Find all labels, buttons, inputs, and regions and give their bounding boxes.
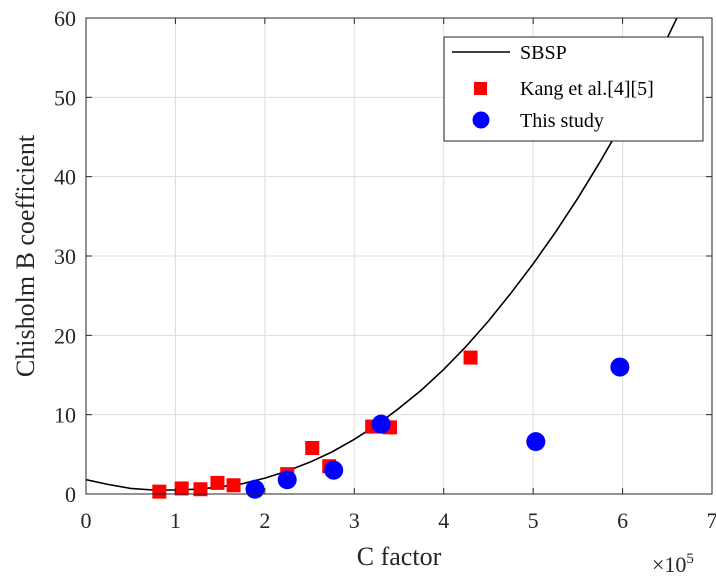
- x-exponent-power: 5: [686, 551, 694, 567]
- legend-swatch-kang: [474, 82, 487, 95]
- x-exponent: ×105: [652, 551, 694, 577]
- legend-label-sbsp: SBSP: [520, 42, 567, 64]
- x-tick-label: 7: [707, 508, 716, 533]
- x-tick-label: 3: [349, 508, 360, 533]
- legend-label-this-study: This study: [520, 110, 604, 132]
- y-tick-label: 10: [54, 403, 76, 428]
- series-sbsp: [86, 18, 678, 491]
- this-study-point: [610, 357, 630, 377]
- y-tick-label: 60: [54, 6, 76, 31]
- tick-labels: 0 1 2 3 4 5 6 7 0 10 20 30 40 50 60: [54, 6, 716, 533]
- y-axis-label: Chisholm B coefficient: [11, 134, 40, 377]
- x-tick-label: 2: [259, 508, 270, 533]
- x-tick-label: 0: [81, 508, 92, 533]
- kang-point: [152, 484, 167, 499]
- kang-point: [193, 482, 208, 497]
- legend-label-kang: Kang et al.[4][5]: [520, 78, 654, 100]
- kang-point: [463, 350, 478, 365]
- x-axis-label: C factor: [357, 542, 442, 571]
- x-tick-label: 5: [528, 508, 539, 533]
- y-tick-label: 30: [54, 244, 76, 269]
- kang-point: [305, 440, 320, 455]
- x-tick-label: 4: [438, 508, 449, 533]
- kang-point: [174, 481, 189, 496]
- legend: SBSP Kang et al.[4][5] This study: [443, 36, 704, 142]
- y-tick-label: 40: [54, 165, 76, 190]
- this-study-point: [324, 460, 344, 480]
- y-tick-label: 20: [54, 323, 76, 348]
- this-study-point: [277, 470, 297, 490]
- sbsp-curve: [86, 18, 678, 491]
- this-study-point: [526, 432, 546, 452]
- x-exponent-base: ×10: [652, 552, 686, 577]
- this-study-point: [371, 414, 391, 434]
- ticks: [85, 17, 713, 495]
- kang-point: [226, 478, 241, 493]
- y-tick-label: 0: [65, 482, 76, 507]
- kang-point: [210, 475, 225, 490]
- x-tick-label: 6: [617, 508, 628, 533]
- legend-swatch-this-study: [472, 111, 490, 129]
- x-tick-label: 1: [170, 508, 181, 533]
- this-study-point: [245, 479, 265, 499]
- y-tick-label: 50: [54, 85, 76, 110]
